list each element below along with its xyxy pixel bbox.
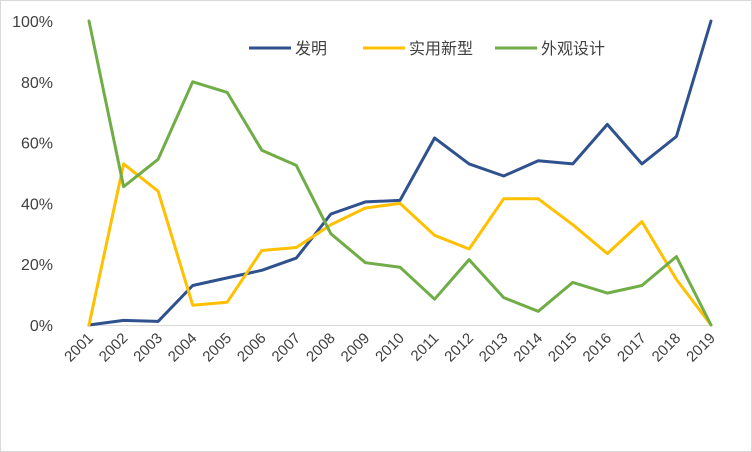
series-line-3 (87, 19, 713, 327)
x-tick-label: 2007 (269, 330, 305, 366)
x-tick-label: 2014 (510, 330, 546, 366)
legend-label: 外观设计 (541, 39, 605, 58)
x-tick-label: 2004 (165, 330, 201, 366)
x-tick-label: 2017 (614, 330, 650, 366)
y-tick-label: 40% (21, 196, 53, 213)
series-line-2 (87, 162, 713, 327)
series-line-1 (87, 19, 713, 327)
x-tick-label: 2018 (649, 330, 685, 366)
y-tick-label: 80% (21, 75, 53, 92)
y-tick-label: 0% (30, 318, 53, 335)
y-tick-label: 100% (12, 14, 53, 31)
x-tick-label: 2003 (130, 330, 166, 366)
x-tick-label: 2010 (372, 330, 408, 366)
y-tick-label: 20% (21, 257, 53, 274)
x-tick-label: 2008 (303, 330, 339, 366)
x-tick-label: 2013 (476, 330, 512, 366)
x-tick-label: 2011 (408, 330, 443, 365)
x-tick-label: 2005 (199, 330, 235, 366)
x-tick-label: 2016 (580, 330, 616, 366)
legend: 发明 实用新型 外观设计 (249, 39, 605, 58)
x-tick-label: 2012 (441, 330, 477, 366)
series-layer (87, 19, 713, 327)
x-tick-label: 2015 (545, 330, 581, 366)
x-tick-label: 2006 (234, 330, 270, 366)
legend-label: 实用新型 (409, 39, 473, 58)
x-tick-label: 2009 (338, 330, 374, 366)
y-tick-label: 60% (21, 136, 53, 153)
x-tick-label: 2019 (683, 330, 719, 366)
legend-label: 发明 (295, 39, 327, 58)
x-tick-label: 2001 (61, 330, 97, 366)
x-tick-label: 2002 (96, 330, 132, 366)
